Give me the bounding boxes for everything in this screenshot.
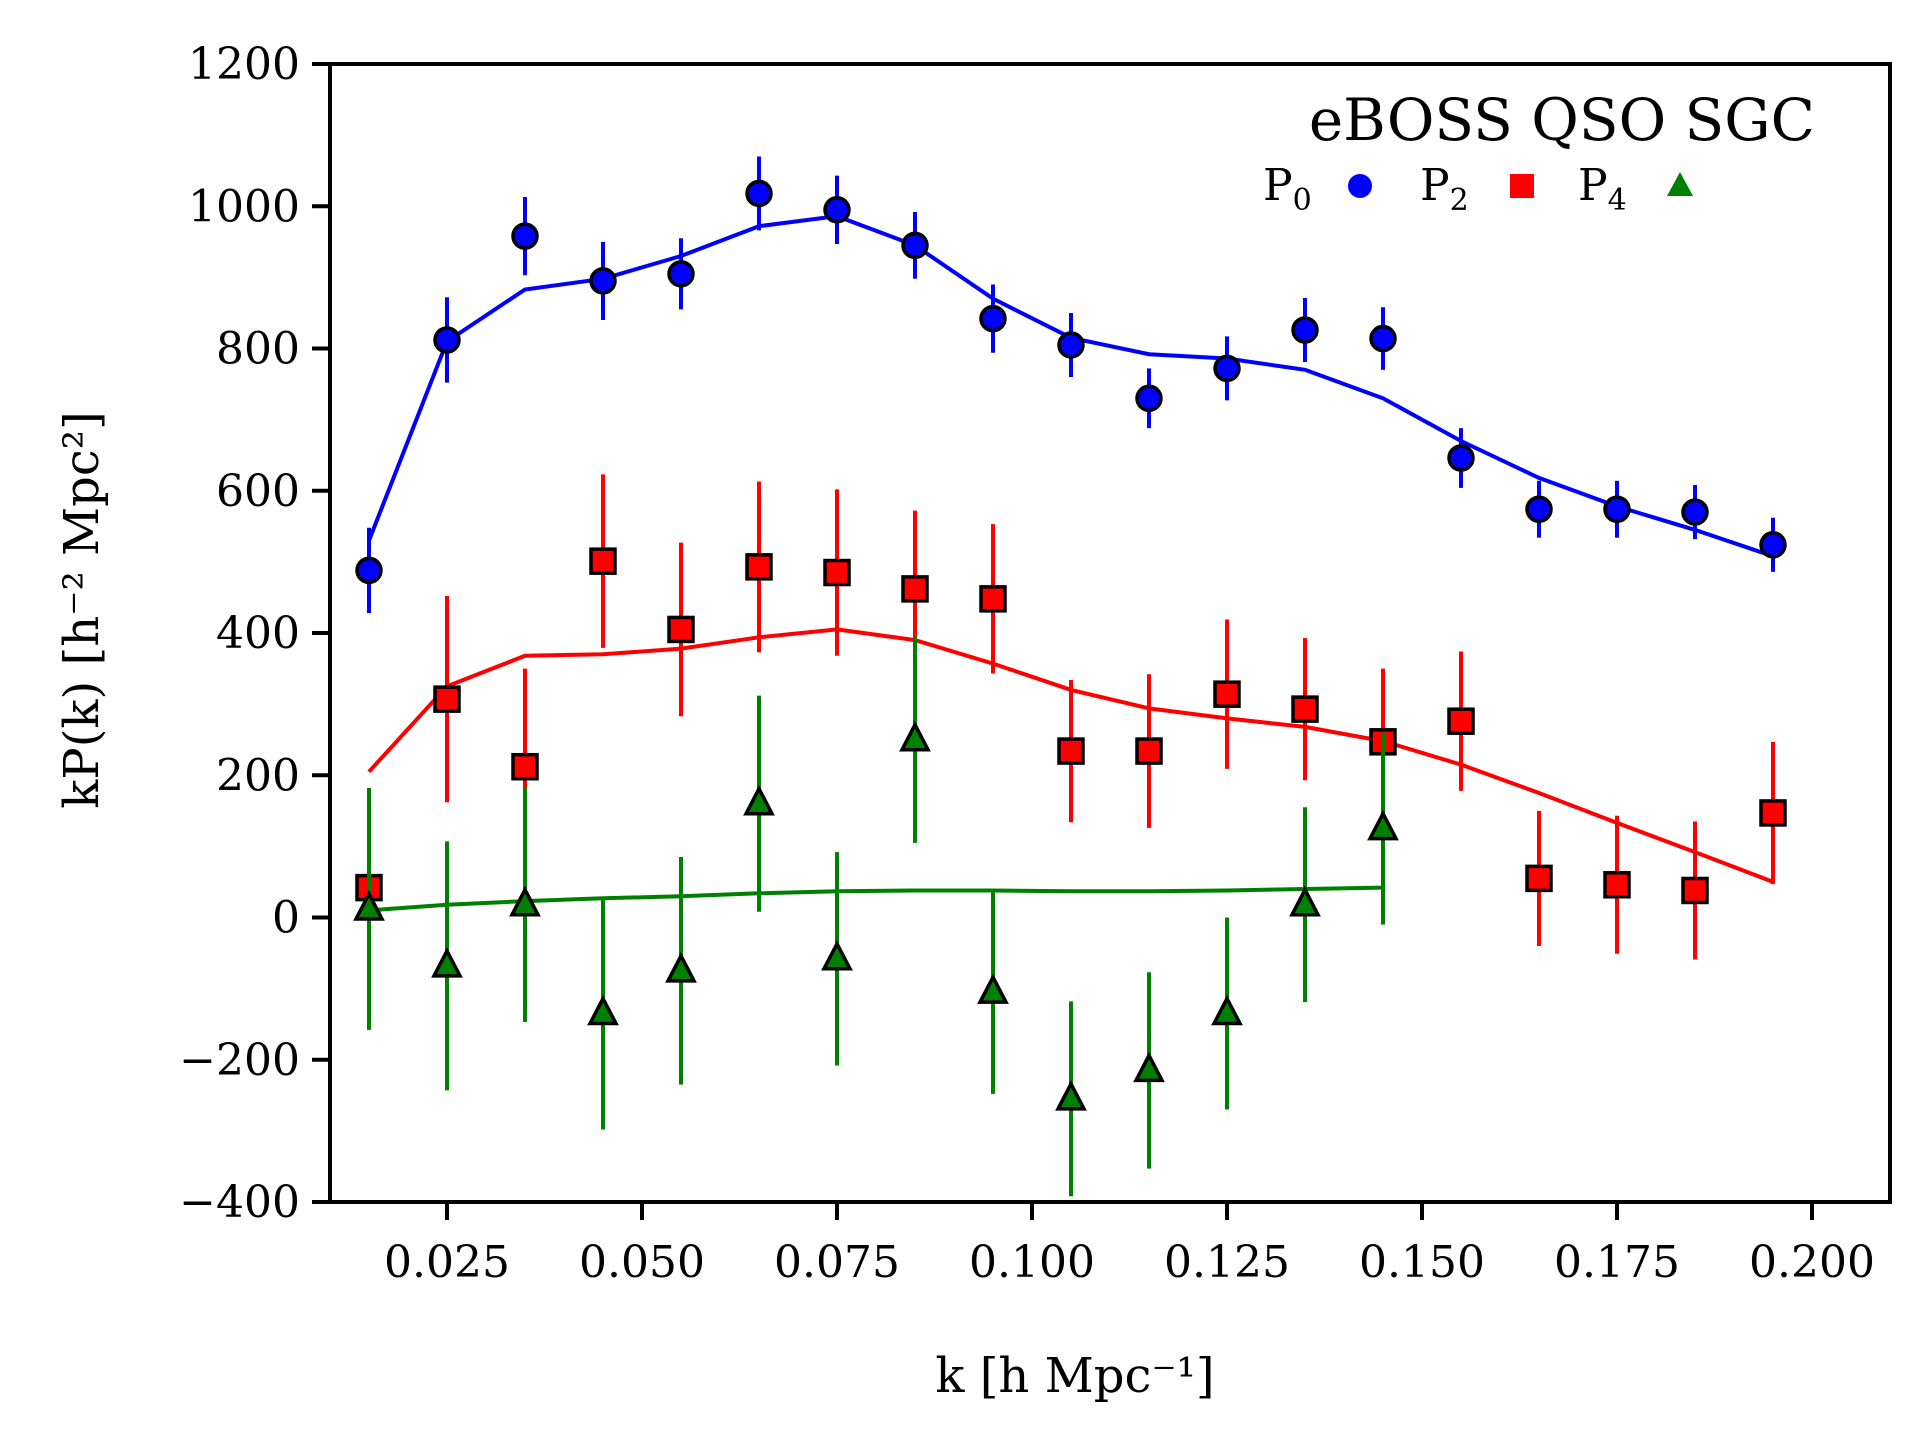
legend-items: P0 P2 P4: [1263, 160, 1693, 218]
p4-point: [665, 952, 697, 983]
x-tick-label: 0.175: [1554, 1237, 1680, 1288]
p2-point: [1525, 864, 1553, 893]
p0-point: [745, 179, 773, 208]
p0-legend-sub: 0: [1293, 183, 1312, 218]
p4-point: [743, 784, 775, 816]
p0-legend-marker: [1348, 174, 1372, 198]
p4-model-line: [368, 885, 1384, 913]
p2-point: [979, 585, 1007, 613]
y-tick-label: 200: [216, 750, 300, 801]
p2-point: [1213, 680, 1241, 708]
p4-legend-marker: [1667, 172, 1693, 196]
y-tick-label: 1200: [188, 39, 300, 90]
p0-point: [511, 222, 539, 250]
p0-point: [1213, 354, 1241, 383]
axes: −400 −200 0 200 400 600 800 1000 1200 0.025 0.050 0…: [179, 39, 1892, 1288]
p0-point: [1681, 498, 1709, 526]
p2-point: [1603, 871, 1631, 899]
p0-point: [1447, 444, 1475, 472]
p2-point: [1681, 876, 1709, 905]
p4-point: [1289, 885, 1321, 917]
p0-point: [433, 326, 461, 354]
p4-legend-label: P4: [1578, 160, 1627, 218]
p2-point: [745, 553, 773, 581]
p2-point: [1057, 737, 1085, 765]
p4-point: [899, 720, 931, 752]
x-axis-label: k [h Mpc⁻¹]: [935, 1348, 1214, 1404]
p0-point: [1369, 324, 1397, 353]
p2-legend-marker: [1510, 174, 1534, 198]
x-tick-label: 0.150: [1359, 1237, 1485, 1288]
legend-title: eBOSS QSO SGC: [1309, 86, 1815, 154]
p4-legend-sub: 4: [1608, 183, 1627, 218]
p0-point: [1759, 531, 1787, 559]
y-tick-label: 600: [216, 466, 300, 517]
y-tick-label: −200: [179, 1035, 300, 1086]
p4-point: [1133, 1051, 1165, 1083]
p4-point: [977, 973, 1009, 1004]
p0-legend-main: P: [1263, 160, 1293, 211]
y-tick-label: 400: [216, 608, 300, 659]
p4-point: [353, 890, 385, 921]
p4-point: [1211, 994, 1243, 1026]
p0-point: [1603, 495, 1631, 523]
p2-point: [823, 558, 851, 587]
p0-legend-label: P0: [1263, 160, 1312, 218]
p4-point: [1367, 809, 1399, 841]
p0-point: [589, 267, 617, 295]
p0-point: [355, 556, 383, 585]
p0-point: [667, 260, 695, 288]
p2-point: [667, 615, 695, 644]
p4-point: [509, 885, 541, 917]
p0-point: [1057, 331, 1085, 359]
x-tick-label: 0.100: [969, 1237, 1095, 1288]
p4-point: [1055, 1080, 1087, 1111]
p2-legend-label: P2: [1420, 160, 1469, 218]
p2-point: [433, 685, 461, 713]
p0-point: [1291, 316, 1319, 344]
p2-point: [901, 575, 929, 603]
p2-legend-sub: 2: [1450, 183, 1469, 218]
x-tick-label: 0.075: [774, 1237, 900, 1288]
p4-point: [587, 994, 619, 1026]
p0-point: [1135, 384, 1163, 413]
x-tick-label: 0.050: [579, 1237, 705, 1288]
p2-point: [1291, 695, 1319, 723]
p0-point: [823, 196, 851, 224]
x-tick-label: 0.025: [384, 1237, 510, 1288]
y-tick-label: −400: [179, 1177, 300, 1228]
p2-point: [1135, 737, 1163, 765]
y-tick-label: 0: [272, 893, 300, 944]
p2-legend-main: P: [1420, 160, 1450, 211]
p4-point: [821, 939, 853, 971]
p2-point: [589, 547, 617, 575]
x-tick-label: 0.200: [1749, 1237, 1875, 1288]
y-tick-label: 800: [216, 324, 300, 375]
p4-legend-main: P: [1578, 160, 1608, 211]
data-points: [353, 156, 1787, 1197]
p2-point: [1759, 799, 1787, 827]
p0-point: [1525, 495, 1553, 523]
p4-point: [431, 947, 463, 978]
p0-point: [979, 304, 1007, 333]
legend: eBOSS QSO SGC P0 P2 P4: [1263, 86, 1815, 218]
y-axis-label: kP(k) [h⁻² Mpc²]: [54, 411, 110, 808]
x-tick-label: 0.125: [1164, 1237, 1290, 1288]
y-tick-label: 1000: [188, 181, 300, 232]
p2-point: [1447, 707, 1475, 735]
p2-point: [511, 752, 539, 781]
p0-point: [901, 231, 929, 260]
